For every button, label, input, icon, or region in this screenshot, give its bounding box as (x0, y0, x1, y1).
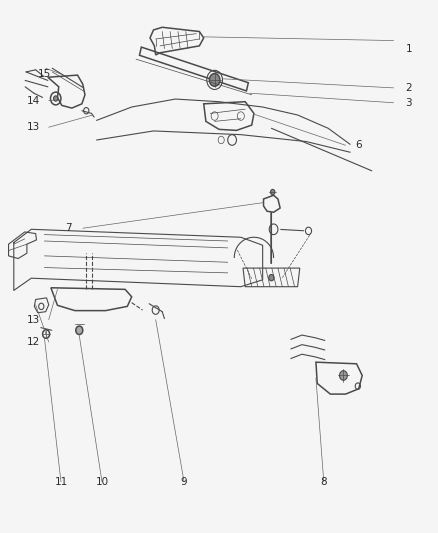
Text: 13: 13 (27, 314, 40, 325)
Circle shape (269, 274, 274, 281)
Text: 13: 13 (27, 122, 40, 132)
Text: 12: 12 (27, 337, 40, 347)
Text: 9: 9 (181, 477, 187, 487)
Circle shape (76, 326, 83, 335)
Text: 10: 10 (95, 477, 109, 487)
Text: 2: 2 (406, 83, 412, 93)
Text: 3: 3 (406, 98, 412, 108)
Text: 7: 7 (65, 223, 72, 233)
Circle shape (339, 370, 347, 380)
Circle shape (209, 74, 220, 86)
Circle shape (53, 96, 58, 101)
Text: 11: 11 (54, 477, 67, 487)
Text: 1: 1 (406, 44, 412, 53)
Text: 8: 8 (321, 477, 327, 487)
Circle shape (271, 189, 275, 195)
Text: 14: 14 (27, 95, 40, 106)
Text: 6: 6 (355, 140, 362, 150)
Text: 15: 15 (38, 69, 51, 79)
